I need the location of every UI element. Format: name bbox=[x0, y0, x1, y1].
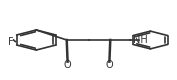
Text: F: F bbox=[8, 37, 14, 47]
Text: O: O bbox=[106, 60, 113, 70]
Text: O: O bbox=[64, 60, 71, 70]
Text: NH: NH bbox=[133, 35, 148, 45]
